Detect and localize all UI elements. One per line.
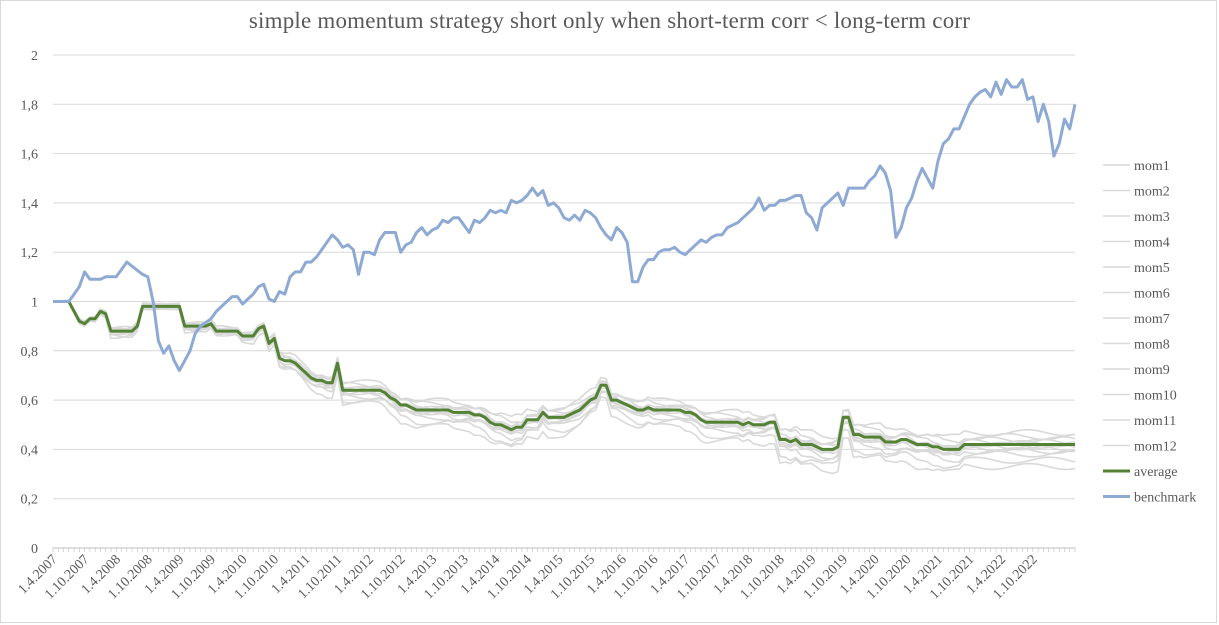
legend-label-mom11: mom11 xyxy=(1134,414,1176,429)
y-axis-ticks: 0 0,2 0,4 0,6 0,8 1 1,2 1,4 1,6 1,8 2 xyxy=(21,49,39,557)
y-tick-label: 1,4 xyxy=(21,197,39,212)
legend-label-mom1: mom1 xyxy=(1134,159,1170,174)
y-tick-label: 0 xyxy=(31,542,38,557)
legend-label-mom4: mom4 xyxy=(1134,236,1170,251)
legend-label-mom3: mom3 xyxy=(1134,210,1170,225)
series-line-mom11 xyxy=(52,300,1076,470)
legend-label-mom7: mom7 xyxy=(1134,312,1170,327)
y-tick-label: 1 xyxy=(31,296,38,311)
legend-label-mom10: mom10 xyxy=(1134,389,1177,404)
legend-label-mom12: mom12 xyxy=(1134,440,1177,455)
legend-label-benchmark: benchmark xyxy=(1134,491,1196,506)
series-line-average xyxy=(53,300,1075,451)
y-tick-label: 1,6 xyxy=(21,148,39,163)
y-tick-label: 2 xyxy=(31,49,38,64)
y-tick-label: 0,2 xyxy=(21,493,39,508)
series-line-mom10 xyxy=(53,300,1076,463)
legend-label-average: average xyxy=(1134,465,1178,480)
y-tick-label: 0,6 xyxy=(21,394,39,409)
x-axis: 1.4.20071.10.20071.4.20081.10.20081.4.20… xyxy=(16,548,1076,602)
y-tick-label: 1,2 xyxy=(21,246,39,261)
legend-label-mom5: mom5 xyxy=(1134,261,1170,276)
legend-label-mom6: mom6 xyxy=(1134,287,1170,302)
y-tick-label: 0,8 xyxy=(21,345,39,360)
y-tick-label: 1,8 xyxy=(21,98,39,113)
gridlines xyxy=(53,54,1075,549)
legend-label-mom2: mom2 xyxy=(1134,185,1170,200)
series-lines xyxy=(52,78,1077,475)
series-line-benchmark xyxy=(53,78,1077,372)
series-line-mom12 xyxy=(52,299,1076,475)
legend-label-mom9: mom9 xyxy=(1134,363,1170,378)
chart-title: simple momentum strategy short only when… xyxy=(248,8,971,33)
legend-label-mom8: mom8 xyxy=(1134,338,1170,353)
legend: mom1 mom2 mom3 mom4 mom5 mom6 mom7 mom8 mom9 mom1… xyxy=(1103,159,1196,506)
y-tick-label: 0,4 xyxy=(21,443,39,458)
